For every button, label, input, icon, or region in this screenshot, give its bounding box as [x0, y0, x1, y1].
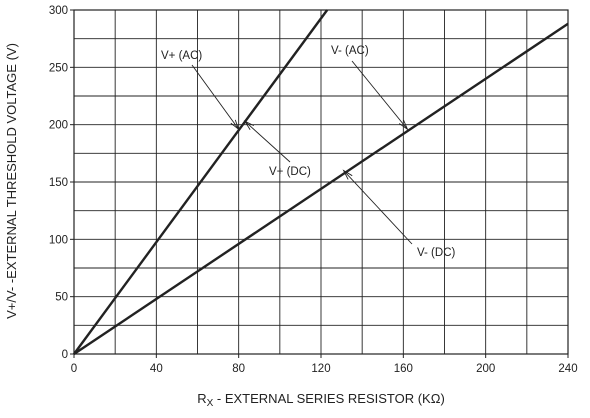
annotation-arrow-head — [230, 119, 240, 131]
x-axis-label: RX - EXTERNAL SERIES RESISTOR (KΩ) — [197, 391, 445, 409]
x-tick-label: 160 — [394, 363, 413, 375]
x-tick-label: 120 — [311, 363, 330, 375]
y-tick-label: 0 — [62, 349, 68, 361]
y-tick-label: 250 — [49, 62, 68, 74]
x-axis-label-rest: - EXTERNAL SERIES RESISTOR (KΩ) — [213, 391, 445, 406]
x-tick-labels: 0 40 80 120 160 200 240 — [71, 354, 578, 375]
annotation-arrow-line — [343, 170, 413, 245]
y-tick-label: 50 — [55, 292, 68, 304]
y-tick-label: 100 — [49, 234, 68, 246]
annotation-arrow-line — [191, 64, 240, 130]
series-line-1 — [73, 9, 329, 355]
annotation-vplus-dc: V+ (DC) — [269, 166, 311, 178]
annotation-vminus-ac: V- (AC) — [331, 45, 369, 57]
x-axis-label-prefix: R — [197, 391, 206, 406]
annotation-arrow-line — [244, 120, 291, 163]
annotation-arrow-head — [243, 120, 255, 130]
x-tick-label: 80 — [232, 363, 245, 375]
x-tick-label: 200 — [476, 363, 495, 375]
series-line-2 — [73, 22, 569, 355]
x-axis-label-subscript: X — [207, 398, 214, 409]
annotation-arrows — [191, 60, 413, 245]
annotation-arrow-line — [351, 60, 408, 130]
grid — [74, 10, 568, 354]
x-tick-label: 240 — [558, 363, 577, 375]
y-tick-label: 300 — [49, 5, 68, 17]
x-tick-label: 40 — [150, 363, 163, 375]
x-tick-label: 0 — [71, 363, 77, 375]
y-tick-labels: 0 50 100 150 200 250 300 — [49, 5, 74, 361]
annotation-arrow-head — [342, 169, 353, 180]
y-axis-label: V+/V- -EXTERNAL THRESHOLD VOLTAGE (V) — [4, 43, 19, 319]
annotation-arrow-head — [398, 119, 409, 131]
annotation-vplus-ac: V+ (AC) — [161, 50, 202, 62]
annotation-vminus-dc: V- (DC) — [417, 247, 456, 259]
y-tick-label: 150 — [49, 177, 68, 189]
y-tick-label: 200 — [49, 120, 68, 132]
series-lines — [73, 9, 569, 355]
